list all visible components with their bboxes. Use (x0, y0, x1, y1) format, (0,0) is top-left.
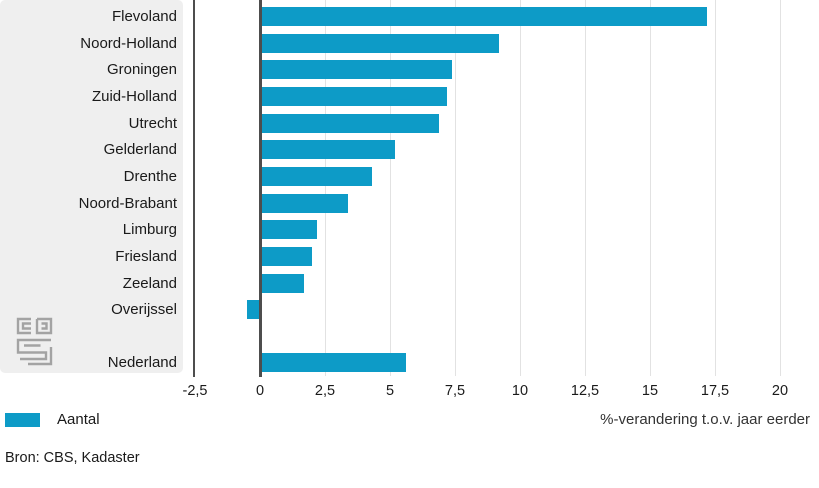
bar-noord-brabant[interactable] (261, 193, 349, 213)
category-label-flevoland: Flevoland (111, 8, 177, 25)
bar-noord-holland[interactable] (261, 33, 500, 53)
x-tick-20: 20 (771, 383, 789, 399)
x-tick--2,5: -2,5 (182, 383, 208, 399)
category-label-limburg: Limburg (122, 221, 177, 239)
gridline-10 (519, 0, 521, 376)
category-label-zuid-holland: Zuid-Holland (91, 87, 177, 105)
category-label-utrecht: Utrecht (128, 114, 177, 132)
bar-friesland[interactable] (261, 246, 312, 266)
category-label-nederland: Nederland (107, 354, 177, 372)
x-tick-17,5: 17,5 (700, 383, 730, 399)
bar-utrecht[interactable] (261, 113, 440, 133)
category-label-zeeland: Zeeland (122, 274, 177, 292)
gridline-12,5 (584, 0, 586, 376)
category-label-overijssel: Overijssel (111, 301, 177, 319)
x-axis-title: %-verandering t.o.v. jaar eerder (600, 411, 810, 428)
bar-limburg[interactable] (261, 220, 318, 240)
bar-groningen[interactable] (261, 60, 453, 80)
category-label-panel (0, 0, 183, 373)
legend: Aantal (5, 411, 100, 428)
legend-swatch (5, 412, 40, 427)
category-axis-line (193, 0, 195, 377)
x-tick-15: 15 (641, 383, 659, 399)
x-tick-7,5: 7,5 (444, 383, 466, 399)
gridline-15 (649, 0, 651, 376)
gridline-20 (779, 0, 781, 376)
gridline-17,5 (714, 0, 716, 376)
bar-flevoland[interactable] (261, 7, 708, 26)
bar-drenthe[interactable] (261, 166, 372, 186)
legend-label: Aantal (57, 411, 100, 428)
x-tick-10: 10 (511, 383, 529, 399)
category-label-groningen: Groningen (106, 61, 177, 79)
category-label-gelderland: Gelderland (103, 141, 177, 159)
category-label-noord-brabant: Noord-Brabant (78, 194, 177, 212)
x-tick-2,5: 2,5 (314, 383, 336, 399)
x-tick-12,5: 12,5 (570, 383, 600, 399)
gridline-5 (389, 0, 391, 376)
gridline-7,5 (454, 0, 456, 376)
bar-nederland[interactable] (261, 353, 406, 373)
bar-zuid-holland[interactable] (261, 86, 448, 106)
gridline-2,5 (324, 0, 326, 376)
source-text: Bron: CBS, Kadaster (5, 450, 140, 466)
category-label-noord-holland: Noord-Holland (80, 34, 177, 52)
category-label-drenthe: Drenthe (123, 167, 177, 185)
plot-area (193, 0, 812, 377)
x-tick-0: 0 (255, 383, 265, 399)
bar-zeeland[interactable] (261, 273, 305, 293)
category-label-friesland: Friesland (115, 247, 177, 265)
zero-baseline (258, 0, 262, 377)
x-tick-5: 5 (385, 383, 395, 399)
bar-gelderland[interactable] (261, 140, 396, 160)
cbs-logo (16, 317, 53, 366)
bar-overijssel[interactable] (247, 300, 259, 320)
